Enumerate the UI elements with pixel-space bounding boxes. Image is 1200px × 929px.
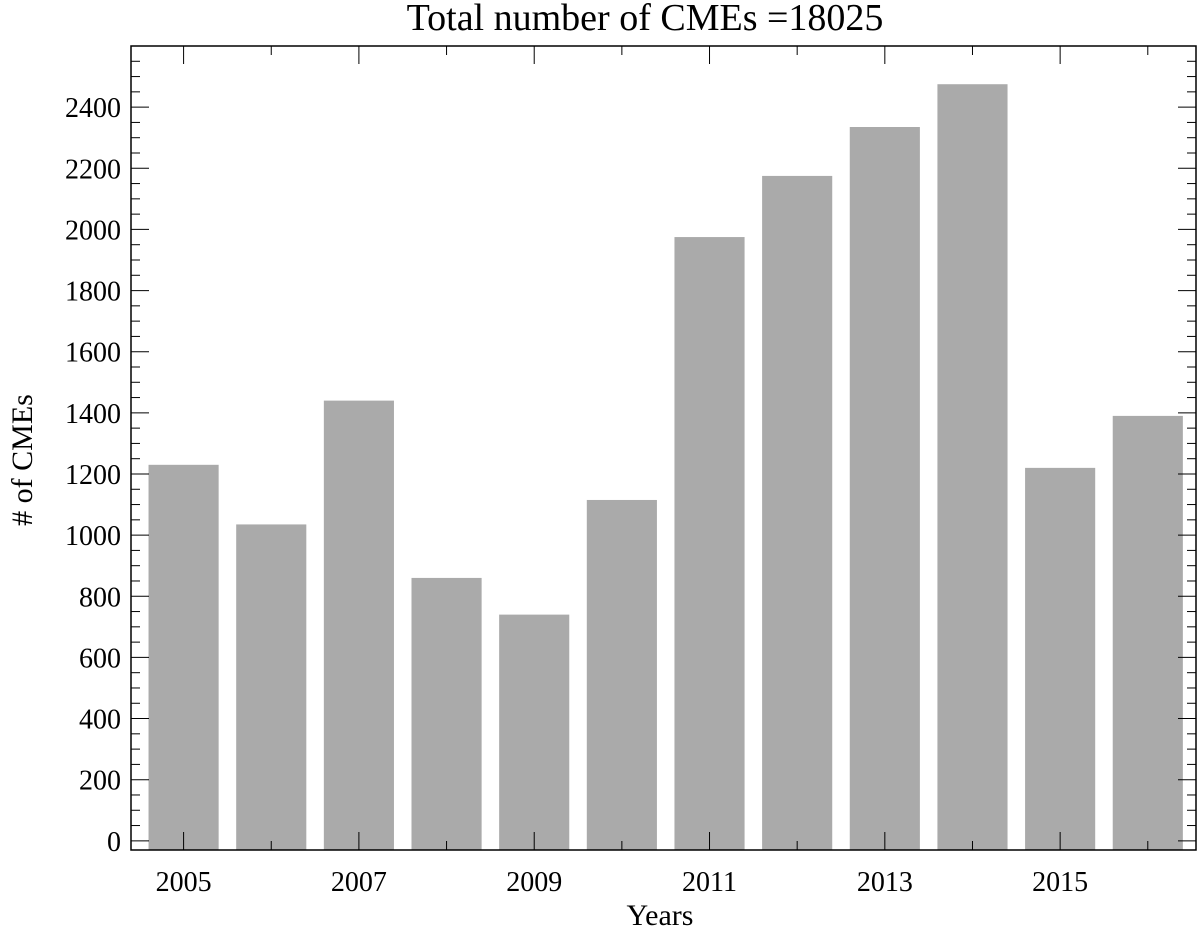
y-tick-label: 1200: [65, 460, 121, 491]
x-tick-label: 2011: [682, 867, 737, 898]
y-tick-label: 1800: [65, 277, 121, 308]
y-tick-label: 0: [107, 827, 121, 858]
bar-2016: [1112, 415, 1183, 850]
x-tick-label: 2007: [331, 867, 387, 898]
y-tick-label: 1600: [65, 338, 121, 369]
bar-2009: [499, 614, 570, 850]
x-tick-label: 2005: [156, 867, 212, 898]
x-axis-label: Years: [627, 899, 694, 929]
y-tick-label: 2000: [65, 215, 121, 246]
bars: [148, 84, 1183, 850]
y-tick-label: 400: [79, 705, 121, 736]
x-tick-label: 2009: [506, 867, 562, 898]
x-tick-label: 2015: [1032, 867, 1088, 898]
chart-title: Total number of CMEs =18025: [407, 0, 884, 39]
y-tick-label: 200: [79, 766, 121, 797]
bar-2015: [1025, 467, 1096, 850]
y-tick-label: 1000: [65, 521, 121, 552]
y-tick-label: 800: [79, 582, 121, 613]
bar-2010: [586, 499, 657, 850]
bar-2007: [323, 400, 394, 850]
bar-2005: [148, 464, 219, 850]
plot-frame: [130, 45, 1197, 851]
y-tick-label: 2400: [65, 93, 121, 124]
y-tick-label: 1400: [65, 399, 121, 430]
bar-2006: [236, 524, 307, 850]
ticks: [131, 46, 1196, 850]
bar-2014: [937, 84, 1008, 850]
bar-2011: [674, 237, 745, 850]
y-tick-labels: 0 200 400 600 800 1000 1200 1400 1600 1800 2000 220…: [65, 93, 121, 858]
bar-2008: [411, 577, 482, 850]
x-tick-labels: 2005 2007 2009 2011 2013 2015: [156, 867, 1089, 898]
x-tick-label: 2013: [857, 867, 913, 898]
y-tick-label: 2200: [65, 154, 121, 185]
bar-2013: [849, 127, 920, 850]
y-axis-label: # of CMEs: [6, 394, 39, 526]
bar-2012: [762, 175, 833, 850]
y-tick-label: 600: [79, 643, 121, 674]
